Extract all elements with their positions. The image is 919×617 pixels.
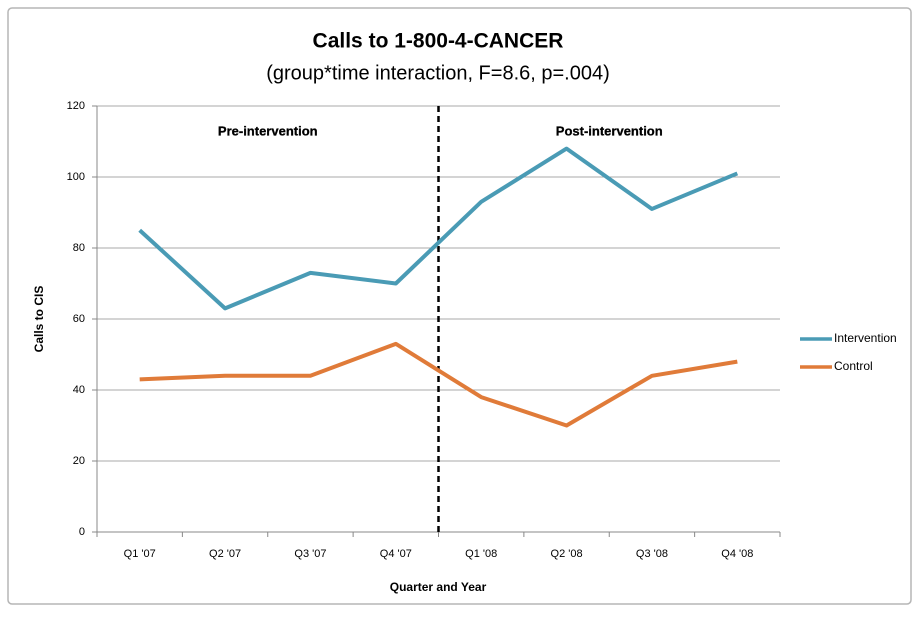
x-tick-label: Q3 '07 [294, 548, 326, 560]
y-tick-label: 40 [73, 384, 85, 396]
x-tick-label: Q3 '08 [636, 548, 668, 560]
x-tick-label: Q2 '08 [551, 548, 583, 560]
y-tick-label: 100 [67, 171, 85, 183]
annotation: Pre-intervention [218, 123, 318, 138]
chart-title: Calls to 1-800-4-CANCER [313, 30, 564, 53]
x-axis-label: Quarter and Year [390, 580, 487, 594]
y-tick-label: 120 [67, 100, 85, 112]
annotation: Post-intervention [556, 123, 663, 138]
y-axis-label: Calls to CIS [32, 286, 46, 353]
chart-subtitle: (group*time interaction, F=8.6, p=.004) [266, 62, 610, 84]
y-tick-label: 60 [73, 313, 85, 325]
x-tick-label: Q4 '08 [721, 548, 753, 560]
x-tick-label: Q2 '07 [209, 548, 241, 560]
y-tick-label: 80 [73, 242, 85, 254]
y-tick-label: 20 [73, 455, 85, 467]
line-series [138, 146, 739, 311]
x-tick-label: Q1 '07 [124, 548, 156, 560]
legend-label: Control [834, 359, 873, 373]
x-tick-label: Q1 '08 [465, 548, 497, 560]
line-series [139, 341, 738, 428]
chart-frame [7, 7, 912, 605]
legend-label: Intervention [834, 331, 897, 345]
y-tick-label: 0 [79, 526, 85, 538]
x-tick-label: Q4 '07 [380, 548, 412, 560]
